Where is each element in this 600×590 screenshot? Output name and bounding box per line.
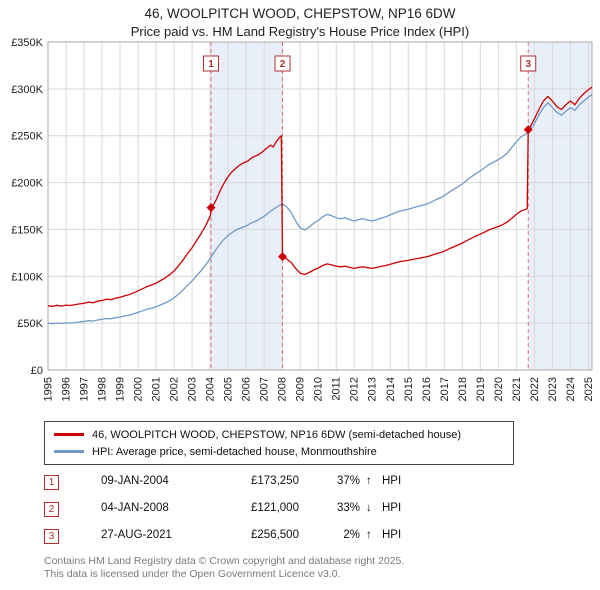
transaction-hpi-percent: 33%	[336, 502, 360, 514]
transactions-table: 1 09-JAN-2004 £173,250 37% ↑ HPI 2 04-JAN-2008 £…	[44, 474, 564, 555]
hpi-ref-label: HPI	[382, 502, 402, 514]
x-axis-label: 1995	[43, 377, 55, 401]
legend: 46, WOOLPITCH WOOD, CHEPSTOW, NP16 6DW (…	[44, 421, 514, 465]
hpi-ref-label: HPI	[382, 529, 402, 541]
footer-line2: This data is licensed under the Open Gov…	[44, 568, 341, 580]
transaction-price: £173,250	[251, 475, 299, 487]
hpi-direction-arrow: ↑	[366, 475, 372, 487]
x-axis-label: 2005	[223, 377, 235, 401]
transaction-price: £121,000	[251, 502, 299, 514]
transaction-price: £256,500	[251, 529, 299, 541]
transaction-date: 09-JAN-2004	[101, 475, 169, 487]
ownership-band	[528, 42, 592, 370]
x-axis-label: 2006	[241, 377, 253, 401]
x-axis-label: 2025	[583, 377, 595, 401]
x-axis-label: 2004	[205, 377, 217, 401]
hpi-direction-arrow: ↑	[366, 529, 372, 541]
legend-label: HPI: Average price, semi-detached house,…	[92, 445, 377, 458]
sale-number-box	[274, 55, 291, 72]
x-axis-label: 2016	[421, 377, 433, 401]
y-axis-label: £150K	[11, 224, 43, 236]
price-chart: £0 £50K £100K £150K £200K £250K £300K £350K 1995…	[11, 37, 595, 401]
x-axis-label: 1997	[79, 377, 91, 401]
transaction-date: 04-JAN-2008	[101, 502, 169, 514]
y-axis-label: £300K	[11, 84, 43, 96]
sale-number-box	[203, 55, 220, 72]
x-axis-label: 2017	[439, 377, 451, 401]
sale-number-label: 1	[208, 59, 214, 70]
series-price-paid	[47, 86, 593, 307]
sale-point-marker	[206, 203, 216, 213]
transaction-row: 2 04-JAN-2008 £121,000 33% ↓ HPI	[44, 501, 564, 528]
chart-header: 46, WOOLPITCH WOOD, CHEPSTOW, NP16 6DW P…	[0, 6, 600, 39]
transaction-row: 3 27-AUG-2021 £256,500 2% ↑ HPI	[44, 528, 564, 555]
x-axis-label: 2022	[529, 377, 541, 401]
x-axis-label: 2021	[511, 377, 523, 401]
y-axis-label: £0	[31, 365, 43, 377]
transaction-number: 3	[44, 529, 59, 544]
x-axis-label: 2015	[403, 377, 415, 401]
license-footer: Contains HM Land Registry data © Crown c…	[44, 555, 404, 581]
sale-number-label: 3	[525, 59, 531, 70]
y-axis-label: £350K	[11, 37, 43, 49]
sale-number-label: 2	[280, 59, 286, 70]
transaction-number: 2	[44, 502, 59, 517]
legend-item-price-paid: 46, WOOLPITCH WOOD, CHEPSTOW, NP16 6DW (…	[54, 426, 504, 443]
x-axis-label: 2013	[367, 377, 379, 401]
y-axis-label: £100K	[11, 271, 43, 283]
chart-subtitle: Price paid vs. HM Land Registry's House …	[130, 24, 470, 39]
x-axis-label: 2023	[547, 377, 559, 401]
y-axis-label: £200K	[11, 178, 43, 190]
x-axis-label: 2002	[169, 377, 181, 401]
x-axis-label: 1998	[97, 377, 109, 401]
x-axis-label: 1996	[61, 377, 73, 401]
x-axis-label: 2012	[349, 377, 361, 401]
x-axis-label: 2007	[259, 377, 271, 401]
series-hpi	[47, 93, 593, 325]
x-axis-label: 2020	[493, 377, 505, 401]
x-axis-label: 2009	[295, 377, 307, 401]
hpi-ref-label: HPI	[382, 475, 402, 487]
sale-point-marker	[523, 125, 533, 135]
legend-swatch-price-paid	[54, 433, 84, 436]
legend-label: 46, WOOLPITCH WOOD, CHEPSTOW, NP16 6DW (…	[92, 428, 462, 441]
legend-swatch-hpi	[54, 450, 84, 453]
transaction-row: 1 09-JAN-2004 £173,250 37% ↑ HPI	[44, 474, 564, 501]
x-axis-label: 2010	[313, 377, 325, 401]
x-axis-label: 2001	[151, 377, 163, 401]
legend-item-hpi: HPI: Average price, semi-detached house,…	[54, 443, 504, 460]
chart-title: 46, WOOLPITCH WOOD, CHEPSTOW, NP16 6DW	[144, 6, 456, 21]
transaction-date: 27-AUG-2021	[101, 529, 172, 541]
x-axis-label: 2024	[565, 377, 577, 401]
sale-point-marker	[278, 252, 288, 262]
plot-border	[47, 41, 593, 371]
x-axis-label: 2008	[277, 377, 289, 401]
transaction-number: 1	[44, 475, 59, 490]
x-axis-label: 1999	[115, 377, 127, 401]
x-axis-label: 2003	[187, 377, 199, 401]
sale-number-box	[520, 55, 537, 72]
y-axis-label: £50K	[17, 318, 43, 330]
hpi-direction-arrow: ↓	[366, 502, 372, 514]
transaction-hpi-percent: 37%	[336, 475, 360, 487]
transaction-hpi-percent: 2%	[343, 529, 360, 541]
x-axis-label: 2014	[385, 377, 397, 401]
footer-line1: Contains HM Land Registry data © Crown c…	[44, 555, 405, 567]
x-axis-label: 2019	[475, 377, 487, 401]
x-axis-label: 2018	[457, 377, 469, 401]
x-axis-label: 2011	[331, 377, 343, 401]
x-axis-label: 2000	[133, 377, 145, 401]
y-axis-label: £250K	[11, 131, 43, 143]
